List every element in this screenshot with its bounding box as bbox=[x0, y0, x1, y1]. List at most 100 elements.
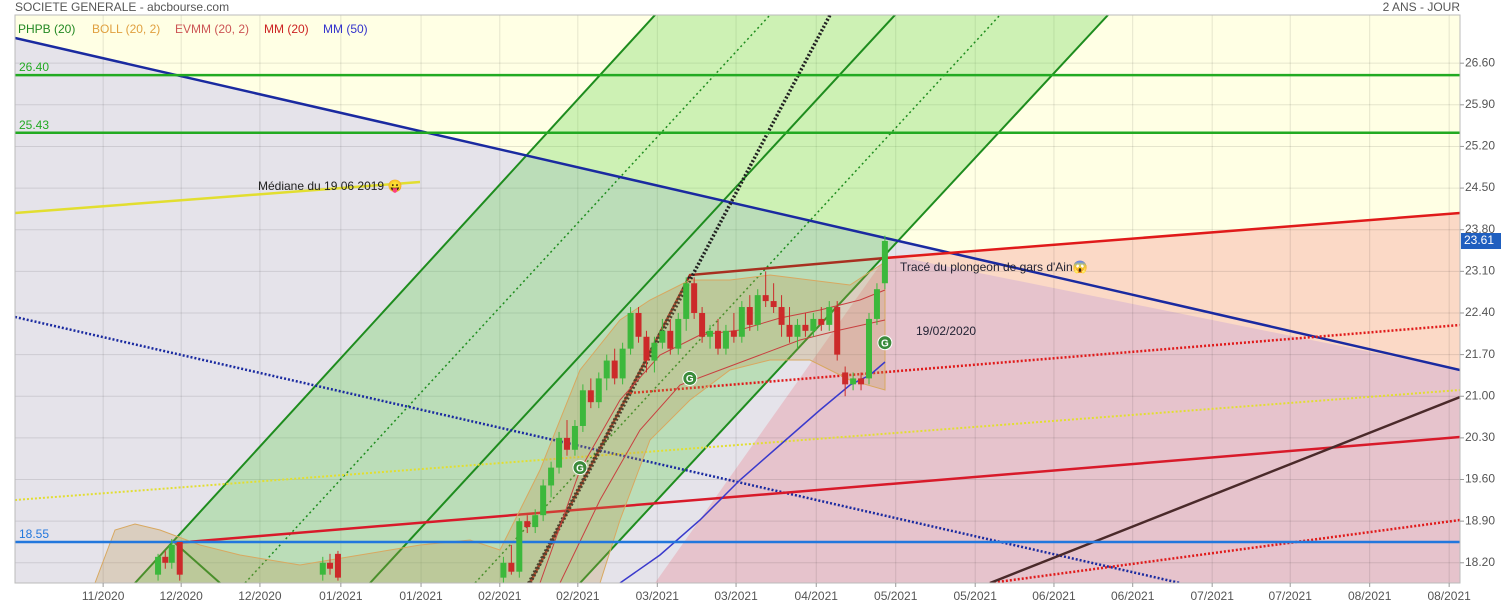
trend-dotted bbox=[528, 15, 832, 583]
level-label: 25.43 bbox=[19, 118, 49, 132]
signal bbox=[682, 370, 698, 386]
legend-entry: EVMM (20, 2) bbox=[175, 22, 249, 36]
signal bbox=[877, 335, 893, 351]
trend-dotted bbox=[629, 323, 1460, 395]
candle-body bbox=[707, 330, 714, 337]
channel-line bbox=[134, 15, 656, 583]
candle-body bbox=[881, 241, 888, 284]
y-tick-label: 23.80 bbox=[1465, 222, 1495, 236]
candle-body bbox=[810, 318, 817, 331]
median-dotted bbox=[15, 389, 1460, 501]
y-tick-label: 18.90 bbox=[1465, 513, 1495, 527]
trend-line bbox=[15, 36, 1460, 372]
bollinger-band bbox=[94, 261, 886, 583]
x-tick-label: 12/2020 bbox=[159, 589, 203, 603]
candle-body bbox=[683, 283, 690, 319]
candle-body bbox=[500, 562, 507, 578]
y-tick-label: 21.00 bbox=[1465, 388, 1495, 402]
drawings bbox=[15, 15, 1460, 583]
candle-body bbox=[818, 318, 825, 325]
x-tick-label: 04/2021 bbox=[795, 589, 839, 603]
mm50-line bbox=[619, 361, 886, 583]
legend-entry: BOLL (20, 2) bbox=[92, 22, 160, 36]
candle-body bbox=[508, 562, 515, 572]
trend-dotted bbox=[15, 315, 1181, 583]
candle-body bbox=[327, 562, 334, 569]
candle-body bbox=[176, 541, 183, 575]
y-tick-label: 18.20 bbox=[1465, 555, 1495, 569]
signal-label: G bbox=[686, 374, 694, 385]
candle-body bbox=[563, 437, 570, 450]
trend-line bbox=[884, 211, 1460, 260]
candle-body bbox=[786, 324, 793, 337]
y-tick-label: 21.70 bbox=[1465, 347, 1495, 361]
candle-body bbox=[595, 378, 602, 403]
candle-body bbox=[834, 307, 841, 355]
y-tick-label: 25.90 bbox=[1465, 97, 1495, 111]
candle-body bbox=[619, 348, 626, 379]
candle-body bbox=[730, 330, 737, 337]
candle-body bbox=[319, 562, 326, 575]
candle-body bbox=[603, 360, 610, 379]
signal bbox=[572, 460, 588, 476]
candle-body bbox=[675, 318, 682, 349]
candle-body bbox=[802, 324, 809, 331]
candle-body bbox=[532, 515, 539, 528]
candle-body bbox=[858, 378, 865, 385]
candle-body bbox=[770, 301, 777, 308]
x-tick-label: 12/2020 bbox=[238, 589, 282, 603]
candle-body bbox=[842, 372, 849, 385]
candle-body bbox=[826, 307, 833, 325]
x-tick-label: 01/2021 bbox=[319, 589, 363, 603]
annotation: 19/02/2020 bbox=[916, 324, 976, 338]
x-tick-label: 08/2021 bbox=[1348, 589, 1392, 603]
candle-body bbox=[722, 330, 729, 349]
period: 2 ANS - JOUR bbox=[1383, 0, 1461, 14]
candle-body bbox=[155, 556, 162, 575]
annotation: Médiane du 19 06 2019 😛 bbox=[258, 179, 402, 193]
x-tick-label: 05/2021 bbox=[874, 589, 918, 603]
channel-dotted bbox=[474, 15, 1001, 583]
candle-body bbox=[667, 330, 674, 349]
candle-body bbox=[714, 330, 721, 349]
level-label: 18.55 bbox=[19, 527, 49, 541]
candle-body bbox=[699, 312, 706, 337]
chart-title: SOCIETE GENERALE - abcbourse.com bbox=[15, 0, 229, 14]
candle-body bbox=[778, 307, 785, 325]
zone-peach bbox=[900, 213, 1460, 370]
signal-label: G bbox=[881, 338, 889, 349]
x-tick-label: 06/2021 bbox=[1032, 589, 1076, 603]
x-tick-label: 07/2021 bbox=[1190, 589, 1234, 603]
y-tick-label: 23.10 bbox=[1465, 264, 1495, 278]
candle-body bbox=[168, 544, 175, 563]
candle-body bbox=[873, 289, 880, 319]
annotation: Tracé du plongeon de gars d'Ain😱 bbox=[900, 260, 1088, 274]
candle-body bbox=[334, 553, 341, 578]
channel-dotted bbox=[244, 15, 771, 583]
backgrounds bbox=[15, 15, 1460, 583]
candle-body bbox=[635, 312, 642, 337]
level-label: 26.40 bbox=[19, 60, 49, 74]
candle-body bbox=[524, 521, 531, 528]
x-tick-label: 08/2021 bbox=[1427, 589, 1471, 603]
candle-body bbox=[643, 336, 650, 361]
candle-body bbox=[548, 467, 555, 486]
candle-body bbox=[579, 390, 586, 426]
candles: G G G bbox=[155, 235, 893, 583]
y-tick-label: 20.30 bbox=[1465, 430, 1495, 444]
candle-body bbox=[850, 378, 857, 385]
last-price-box bbox=[1461, 233, 1501, 250]
grid bbox=[15, 15, 1460, 583]
candle-body bbox=[691, 283, 698, 313]
candle-body bbox=[571, 425, 578, 450]
candle-body bbox=[651, 342, 658, 361]
candle-body bbox=[611, 360, 618, 379]
x-tick-label: 05/2021 bbox=[954, 589, 998, 603]
x-tick-label: 03/2021 bbox=[636, 589, 680, 603]
candle-body bbox=[659, 330, 666, 343]
candle-body bbox=[794, 324, 801, 337]
candle-body bbox=[587, 390, 594, 403]
x-tick-label: 11/2020 bbox=[82, 589, 125, 603]
evmm-line bbox=[559, 319, 886, 583]
